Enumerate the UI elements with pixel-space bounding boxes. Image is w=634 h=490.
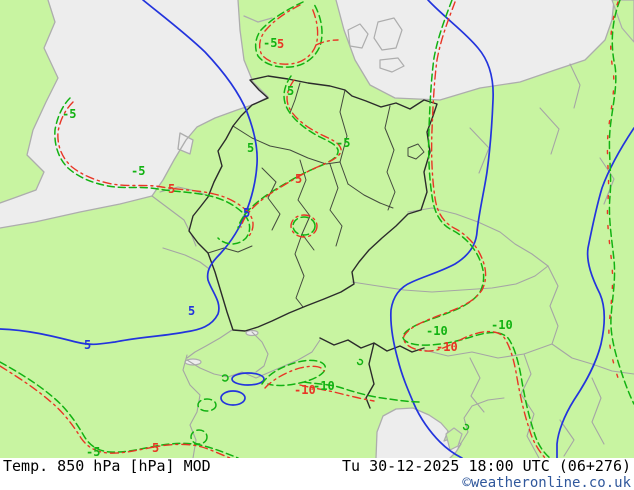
contour-label: -5 — [263, 36, 277, 50]
german-state-borders — [207, 82, 425, 308]
baltic-sea — [336, 0, 614, 100]
contour-label: -5 — [62, 107, 76, 121]
istria — [445, 427, 463, 451]
contour-label: -10 — [491, 318, 513, 332]
contour-label: 5 — [188, 304, 195, 318]
contour-label: 5 — [277, 37, 284, 51]
contours-gfs — [0, 1, 621, 458]
contour-label: 5 — [168, 182, 175, 196]
contour-label: -10 — [294, 383, 316, 397]
coastlines — [0, 0, 634, 458]
contour-label: -5 — [131, 164, 145, 178]
copyright: ©weatheronline.co.uk — [462, 475, 631, 490]
footer-row-1: Temp. 850 hPa [hPa] MOD Tu 30-12-2025 18… — [0, 458, 634, 474]
contour-label: -10 — [436, 340, 458, 354]
contour-label: 5 — [295, 172, 302, 186]
contour-label: -5 — [336, 136, 350, 150]
contour-label: -10 — [426, 324, 448, 338]
north-sea — [0, 0, 268, 228]
contour-label: -5 — [86, 445, 100, 458]
map-title: Temp. 850 hPa [hPa] MOD — [3, 457, 211, 475]
contour-label: 5 — [243, 206, 250, 220]
alps-border — [319, 337, 425, 409]
germany-border — [188, 75, 438, 332]
sweden-corner — [611, 0, 634, 43]
contour-label: 5 — [287, 84, 294, 98]
adriatic-sea — [376, 408, 461, 458]
lake-constance — [245, 329, 259, 337]
timestamp: Tu 30-12-2025 18:00 UTC (06+276) — [342, 457, 631, 475]
footer-bar: Temp. 850 hPa [hPa] MOD Tu 30-12-2025 18… — [0, 458, 634, 490]
model-legend: GFS GFS 0.25 EC (AIFS) — [3, 474, 171, 490]
contour-label: 5 — [152, 441, 159, 455]
footer-row-2: GFS GFS 0.25 EC (AIFS) ©weatheronline.co… — [0, 474, 634, 490]
weather-map: -5 5 5 -5 -5 5 -5 5 5 5 5 5 -10 -10 -10 -10 -10 -5 5 — [0, 0, 634, 458]
contour-label: 5 — [84, 338, 91, 352]
contour-label: -10 — [313, 379, 335, 393]
contour-label: 5 — [247, 141, 254, 155]
country-borders-dark — [188, 75, 438, 409]
danish-islands — [347, 17, 405, 73]
contours-ec-aifs — [0, 0, 634, 458]
